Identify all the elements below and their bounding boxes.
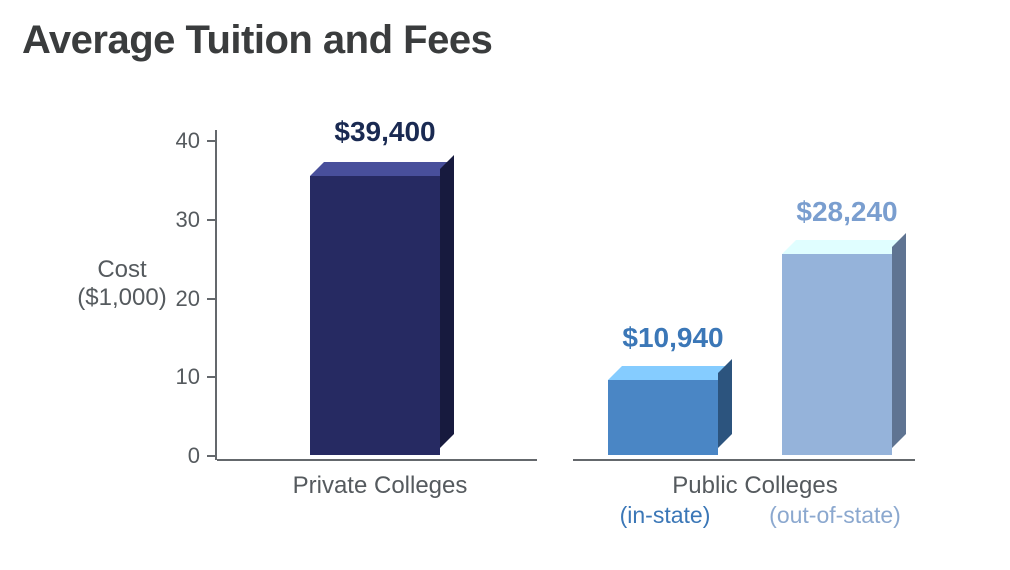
bar-side bbox=[718, 359, 732, 448]
bar-public-instate bbox=[608, 380, 718, 455]
y-tick-label: 30 bbox=[160, 207, 200, 233]
bar-private bbox=[310, 176, 440, 455]
bar-value-label-public-instate: $10,940 bbox=[598, 322, 748, 354]
y-tick bbox=[207, 298, 217, 300]
bar-side bbox=[440, 155, 454, 448]
sublabel-outstate: (out-of-state) bbox=[740, 502, 930, 529]
category-label-public: Public Colleges bbox=[640, 472, 870, 500]
y-tick bbox=[207, 455, 217, 457]
y-tick bbox=[207, 140, 217, 142]
category-label-private: Private Colleges bbox=[260, 472, 500, 500]
bar-top bbox=[310, 162, 454, 176]
bar-front bbox=[782, 254, 892, 455]
y-axis-title-line1: Cost bbox=[62, 256, 182, 284]
bar-side bbox=[892, 233, 906, 448]
x-axis-line-public bbox=[573, 459, 915, 461]
y-tick bbox=[207, 376, 217, 378]
y-tick-label: 40 bbox=[160, 128, 200, 154]
tuition-bar-chart: Cost ($1,000) 0 10 20 30 40 $39,400 $10,… bbox=[0, 0, 1010, 570]
x-axis-line-private bbox=[217, 459, 537, 461]
bar-value-label-public-outstate: $28,240 bbox=[772, 196, 922, 228]
bar-front bbox=[310, 176, 440, 455]
y-tick-label: 0 bbox=[160, 443, 200, 469]
y-tick-label: 10 bbox=[160, 364, 200, 390]
y-tick-label: 20 bbox=[160, 286, 200, 312]
bar-value-label-private: $39,400 bbox=[310, 116, 460, 148]
y-tick bbox=[207, 219, 217, 221]
bar-top bbox=[608, 366, 732, 380]
y-axis-line bbox=[215, 130, 217, 460]
bar-front bbox=[608, 380, 718, 455]
bar-public-outstate bbox=[782, 254, 892, 455]
bar-top bbox=[782, 240, 906, 254]
sublabel-instate: (in-state) bbox=[590, 502, 740, 529]
